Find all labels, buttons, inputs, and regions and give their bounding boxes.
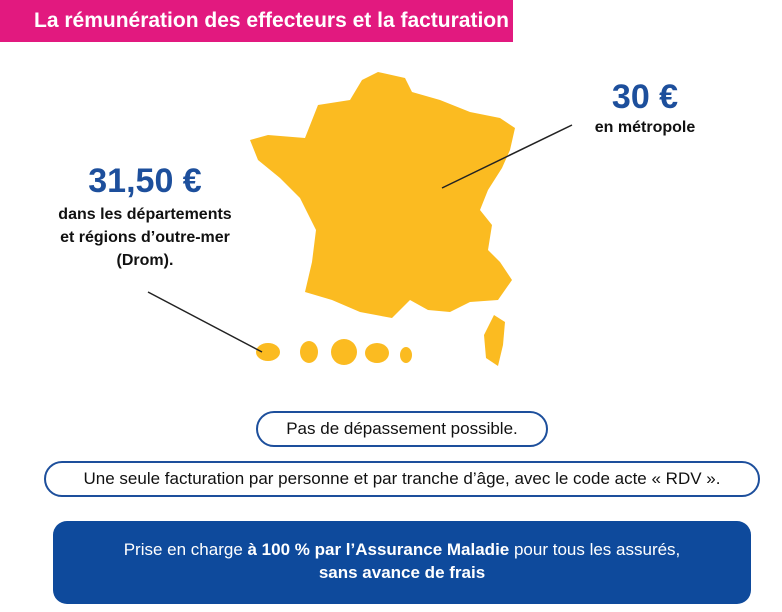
section-title: La rémunération des effecteurs et la fac… <box>0 0 513 42</box>
drom-caption: dans les départements et régions d’outre… <box>30 203 260 272</box>
guadeloupe-shape <box>256 343 280 361</box>
billing-note: Une seule facturation par personne et pa… <box>44 461 760 497</box>
martinique-shape <box>300 341 318 363</box>
drom-caption-line: et régions d’outre-mer <box>60 229 230 246</box>
coverage-box: Prise en charge à 100 % par l’Assurance … <box>53 521 751 604</box>
coverage-line-2: sans avance de frais <box>318 563 486 582</box>
metropole-caption: en métropole <box>594 119 696 136</box>
coverage-line-1: Prise en charge à 100 % par l’Assurance … <box>53 538 751 561</box>
coverage-suffix: pour tous les assurés, <box>509 540 681 559</box>
mayotte-shape <box>400 347 412 363</box>
metropole-price: 30 € <box>611 78 679 116</box>
guyane-shape <box>331 339 357 365</box>
drom-price: 31,50 € <box>88 162 202 200</box>
drom-caption-line: dans les départements <box>58 206 232 223</box>
metropole-shape <box>250 72 515 318</box>
corsica-shape <box>484 315 505 366</box>
reunion-shape <box>365 343 389 363</box>
metropole-pointer <box>441 124 573 189</box>
drom-pointer <box>147 291 263 353</box>
drom-caption-line: (Drom). <box>116 252 174 269</box>
coverage-bold: à 100 % par l’Assurance Maladie <box>247 540 510 559</box>
coverage-prefix: Prise en charge <box>123 540 248 559</box>
no-overrun-note: Pas de dépassement possible. <box>256 411 548 447</box>
